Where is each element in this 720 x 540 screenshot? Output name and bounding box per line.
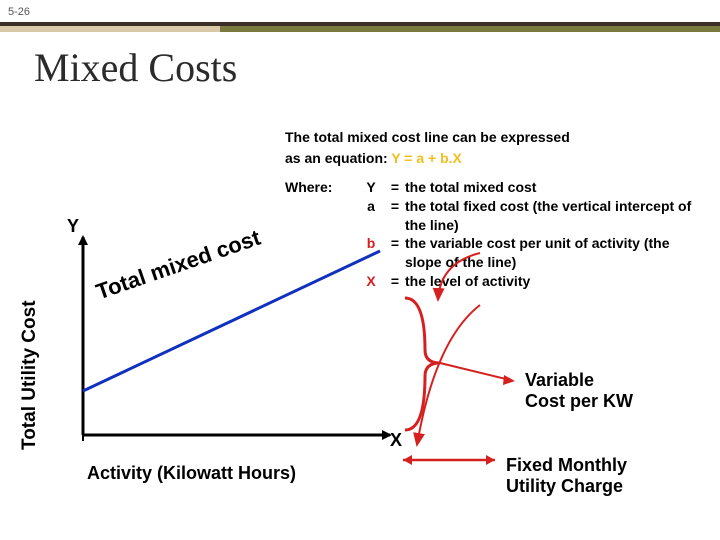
legend-fixed-l1: Fixed Monthly bbox=[506, 455, 627, 476]
equation-def-row: b=the variable cost per unit of activity… bbox=[357, 234, 705, 272]
eq-text-1: The total mixed cost line can be express… bbox=[285, 128, 705, 147]
decorative-stripe bbox=[0, 22, 720, 32]
fixed-arrow-icon bbox=[400, 445, 505, 475]
eq-text-2: as an equation: Y = a + b.X bbox=[285, 149, 705, 168]
equation-def-text: the total mixed cost bbox=[405, 178, 705, 197]
chart-svg bbox=[75, 235, 395, 450]
equals-sign: = bbox=[385, 178, 405, 197]
x-axis-label: Activity (Kilowatt Hours) bbox=[87, 463, 296, 484]
variable-bracket-icon bbox=[400, 290, 520, 440]
y-axis-label: Total Utility Cost bbox=[19, 300, 41, 450]
equation-formula: Y = a + b.X bbox=[391, 150, 462, 166]
equation-def-text: the total fixed cost (the vertical inter… bbox=[405, 197, 705, 235]
chart: Total Utility Cost Y X Activity (Kilowat… bbox=[25, 220, 395, 500]
legend-variable-l2: Cost per KW bbox=[525, 391, 633, 412]
legend-variable-l1: Variable bbox=[525, 370, 633, 391]
equation-def-row: a=the total fixed cost (the vertical int… bbox=[357, 197, 705, 235]
slide-number: 5-26 bbox=[8, 6, 30, 18]
legend-variable: Variable Cost per KW bbox=[525, 370, 633, 412]
legend-fixed-l2: Utility Charge bbox=[506, 476, 627, 497]
legend-fixed: Fixed Monthly Utility Charge bbox=[506, 455, 627, 497]
slide-title: Mixed Costs bbox=[34, 44, 237, 91]
equation-def-row: X=the level of activity bbox=[357, 272, 705, 291]
equation-def-symbol: Y bbox=[357, 178, 385, 197]
y-letter: Y bbox=[67, 216, 79, 237]
equation-def-row: Y=the total mixed cost bbox=[357, 178, 705, 197]
